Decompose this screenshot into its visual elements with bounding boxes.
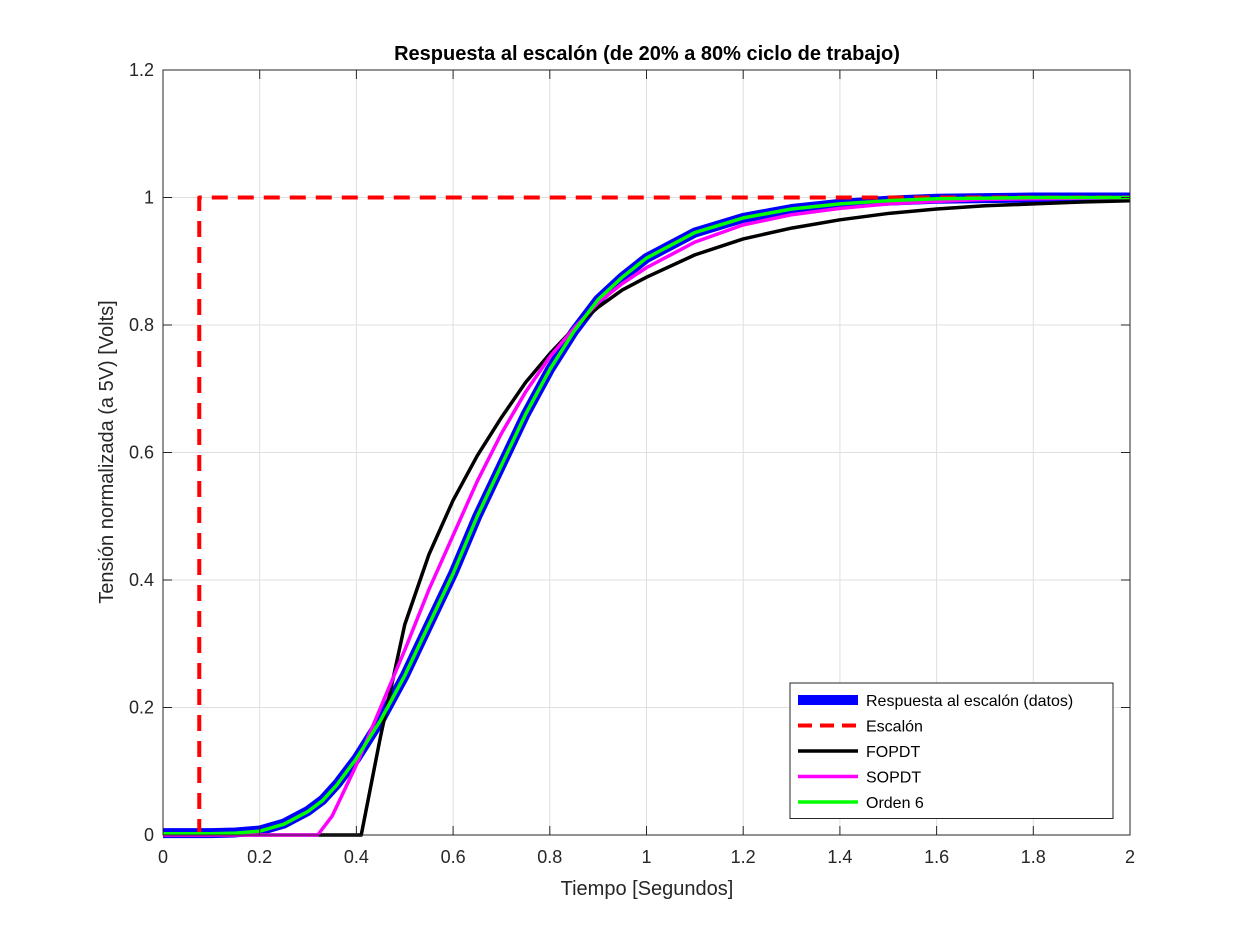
y-tick-label: 0.4 [129, 570, 154, 590]
y-axis-label: Tensión normalizada (a 5V) [Volts] [96, 300, 118, 604]
x-tick-label: 0.2 [247, 847, 272, 867]
y-tick-label: 0 [144, 825, 154, 845]
legend-item-data-response: Respuesta al escalón (datos) [866, 693, 1073, 710]
legend-item-step: Escalón [866, 719, 923, 736]
x-tick-label: 1.4 [827, 847, 852, 867]
x-tick-label: 0.6 [441, 847, 466, 867]
series-order6 [163, 195, 1130, 836]
x-tick-label: 0 [158, 847, 168, 867]
y-tick-label: 1 [144, 188, 154, 208]
x-tick-label: 1 [641, 847, 651, 867]
legend-item-order6: Orden 6 [866, 795, 924, 812]
y-tick-label: 0.6 [129, 443, 154, 463]
y-tick-label: 1.2 [129, 60, 154, 80]
y-tick-label: 0.8 [129, 315, 154, 335]
x-tick-label: 0.8 [537, 847, 562, 867]
legend-item-fopdt: FOPDT [866, 744, 920, 761]
x-tick-label: 0.4 [344, 847, 369, 867]
legend-item-sopdt: SOPDT [866, 770, 921, 787]
x-axis-label: Tiempo [Segundos] [561, 878, 734, 900]
chart-title: Respuesta al escalón (de 20% a 80% ciclo… [394, 43, 900, 65]
series-layer [163, 192, 1130, 839]
axis-ticks: 0 0.2 0.4 0.6 0.8 1 1.2 1.4 1.6 1.8 2 0 0.2 0.4 0.6 0.8… [129, 60, 1135, 867]
x-tick-label: 1.6 [924, 847, 949, 867]
y-tick-label: 0.2 [129, 698, 154, 718]
x-tick-label: 1.2 [731, 847, 756, 867]
series-step [197, 195, 1130, 835]
legend: Respuesta al escalón (datos) Escalón FOPDT… [789, 682, 1114, 819]
x-tick-label: 2 [1125, 847, 1135, 867]
x-tick-label: 1.8 [1021, 847, 1046, 867]
series-fopdt [163, 198, 1130, 837]
